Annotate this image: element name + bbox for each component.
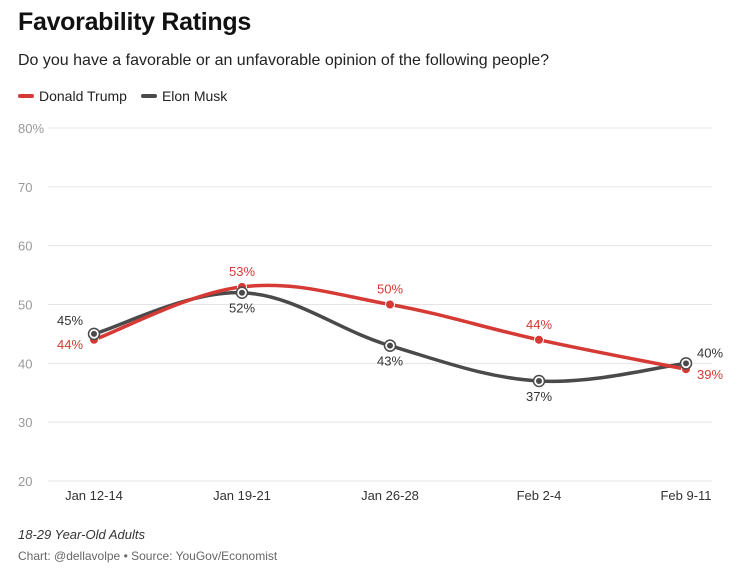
data-label-musk: 37% xyxy=(526,389,552,404)
data-label-trump: 44% xyxy=(57,337,83,352)
point-core-musk xyxy=(683,360,689,367)
legend-swatch-musk xyxy=(140,94,157,98)
point-trump xyxy=(385,299,395,310)
y-tick-label: 60 xyxy=(18,239,32,254)
y-axis-ticks: 20 30 40 50 60 70 80% xyxy=(18,121,44,489)
x-axis-ticks: Jan 12-14 Jan 19-21 Jan 26-28 Feb 2-4 Feb 9-… xyxy=(65,488,711,503)
legend-swatch-trump xyxy=(18,94,34,98)
data-labels: 44% 53% 50% 44% 39% 45% 52% 43% 37% 40% xyxy=(57,264,723,404)
data-label-musk: 52% xyxy=(229,301,255,316)
data-label-trump: 53% xyxy=(229,264,255,279)
x-tick-label: Jan 19-21 xyxy=(213,488,271,503)
x-tick-label: Feb 9-11 xyxy=(660,488,711,503)
point-core-musk xyxy=(91,330,97,337)
x-tick-label: Jan 12-14 xyxy=(65,488,123,503)
legend-label-musk: Elon Musk xyxy=(161,88,228,104)
legend-item-trump: Donald Trump xyxy=(18,88,127,104)
data-label-musk: 43% xyxy=(377,354,403,369)
point-core-musk xyxy=(387,342,393,349)
data-label-musk: 45% xyxy=(57,313,83,328)
y-tick-label: 80% xyxy=(18,121,44,136)
data-label-trump: 44% xyxy=(526,317,552,332)
series-points xyxy=(87,281,693,388)
data-label-trump: 39% xyxy=(697,367,723,382)
y-tick-label: 30 xyxy=(18,415,32,430)
y-tick-label: 70 xyxy=(18,180,32,195)
data-label-trump: 50% xyxy=(377,282,403,297)
chart-title: Favorability Ratings xyxy=(18,8,251,36)
y-tick-label: 20 xyxy=(18,474,32,489)
x-tick-label: Jan 26-28 xyxy=(361,488,419,503)
grid xyxy=(48,127,712,482)
y-tick-label: 40 xyxy=(18,356,32,371)
point-trump xyxy=(534,334,544,345)
legend-item-musk: Elon Musk xyxy=(140,88,228,104)
chart-subtitle: Do you have a favorable or an unfavorabl… xyxy=(18,52,550,69)
footnote: 18-29 Year-Old Adults xyxy=(18,527,145,542)
y-tick-label: 50 xyxy=(18,298,32,313)
point-core-musk xyxy=(239,289,245,296)
data-label-musk: 40% xyxy=(697,345,723,360)
point-core-musk xyxy=(536,377,542,384)
legend-label-trump: Donald Trump xyxy=(39,88,127,104)
legend: Donald Trump Elon Musk xyxy=(18,88,241,104)
x-tick-label: Feb 2-4 xyxy=(517,488,562,503)
source-credit: Chart: @dellavolpe • Source: YouGov/Econ… xyxy=(18,549,278,563)
